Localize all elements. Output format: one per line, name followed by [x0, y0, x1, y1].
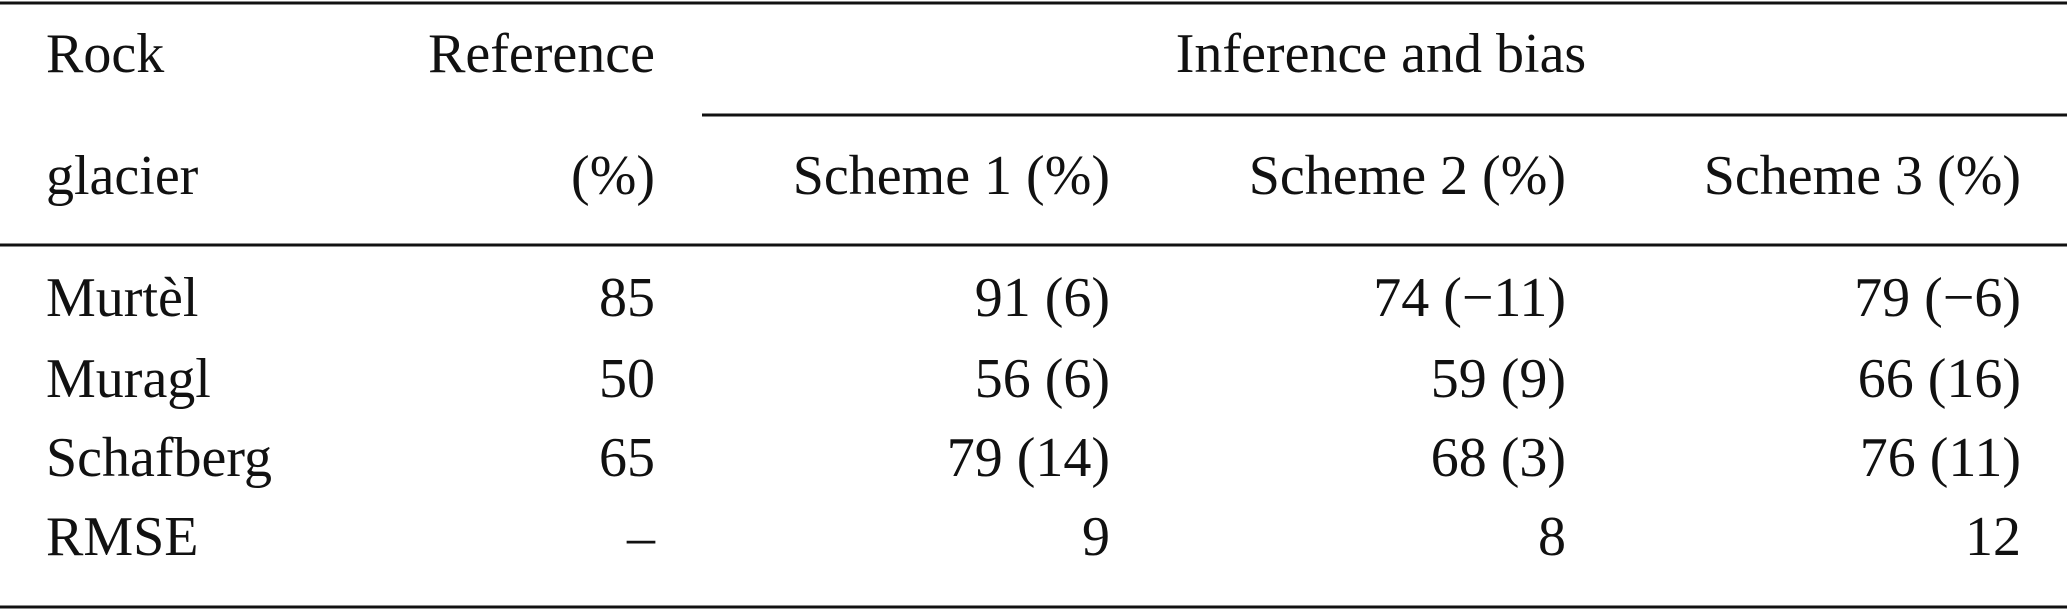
cell: 76 (11) [1860, 427, 2021, 489]
cell: 91 (6) [975, 267, 1110, 329]
cell: 9 [1082, 506, 1110, 568]
cell: 74 (−11) [1373, 267, 1566, 329]
cell: 65 [599, 427, 655, 489]
cell: 12 [1965, 506, 2021, 568]
cell: 66 (16) [1858, 348, 2021, 410]
header-cell: (%) [571, 145, 655, 207]
cell: – [626, 506, 656, 568]
header-cell: Scheme 1 (%) [793, 145, 1110, 207]
header-cell: Scheme 3 (%) [1704, 145, 2021, 207]
cell: 8 [1538, 506, 1566, 568]
header-cell: Scheme 2 (%) [1249, 145, 1566, 207]
row-label: Muragl [46, 348, 211, 410]
header-cell: Reference [428, 23, 655, 85]
cell: 68 (3) [1431, 427, 1566, 489]
row-label: RMSE [46, 506, 199, 568]
header-cell: glacier [46, 145, 199, 207]
row-label: Schafberg [46, 427, 272, 489]
header-cell: Rock [46, 23, 164, 85]
cell: 50 [599, 348, 655, 410]
cell: 85 [599, 267, 655, 329]
row-label: Murtèl [46, 267, 198, 329]
cell: 79 (−6) [1854, 267, 2021, 329]
header-cell: Inference and bias [1176, 23, 1586, 85]
cell: 59 (9) [1431, 348, 1566, 410]
cell: 56 (6) [975, 348, 1110, 410]
cell: 79 (14) [947, 427, 1110, 489]
